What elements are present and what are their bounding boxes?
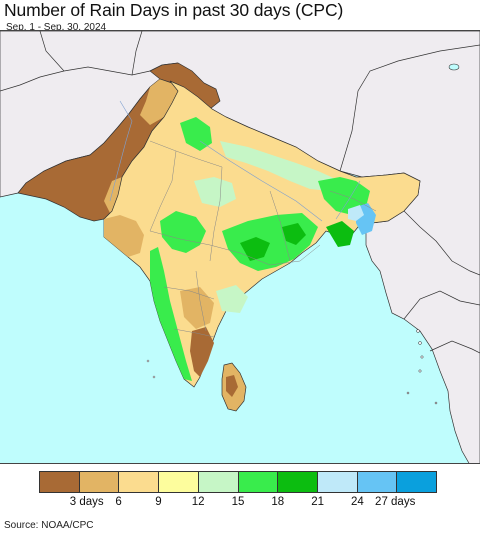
legend-label: 21 [311,496,324,508]
region-light-blue [348,205,364,221]
island [420,355,424,359]
region-green [180,117,212,151]
data-source: Source: NOAA/CPC [4,520,94,531]
region-dark-green [282,223,306,245]
rivers [109,100,361,222]
legend-label: 9 [155,496,162,508]
island [406,391,410,395]
legend-labels: 3 days 6 9 12 15 18 21 24 27 days [0,496,480,512]
region-green [160,211,206,253]
legend-swatch [317,472,358,492]
color-legend [39,471,437,493]
rain-days-map [0,30,480,464]
border-line [403,290,480,320]
border-line [403,210,480,276]
island [416,329,420,333]
legend-label: 6 [115,496,122,508]
legend-swatch [198,472,239,492]
region-south-dry [190,327,214,377]
region-light-green [194,177,236,207]
legend-swatch [40,472,80,492]
region-dark-green [240,237,270,261]
region-west-coast [150,247,192,381]
legend-label: 3 days [69,496,104,508]
border-line [339,44,480,172]
legend-swatch [159,472,199,492]
border-line [429,340,480,354]
region-light-green [216,285,248,313]
region-east-dark [326,221,354,247]
legend-swatch [278,472,318,492]
island [418,369,422,373]
lake [448,63,460,71]
island [434,401,438,405]
region-sri-lanka-brown [226,375,238,397]
legend-swatch [397,472,437,492]
border-line [39,31,65,72]
region-gujarat [104,215,144,257]
legend-label: 12 [191,496,205,508]
border-line [131,31,143,76]
legend-label: 18 [271,496,285,508]
island [146,359,150,363]
legend-swatch [119,472,160,492]
map-title: Number of Rain Days in past 30 days (CPC… [4,0,344,20]
state-borders [149,140,377,338]
legend-swatch [79,472,120,492]
island [418,341,422,345]
legend-label: 15 [231,496,245,508]
legend-label: 24 [350,496,364,508]
region-patch [140,79,178,125]
region-north-plains [220,141,340,191]
date-range: Sep. 1 - Sep. 30, 2024 [6,22,107,33]
legend-swatch [357,472,398,492]
legend-swatch [238,472,279,492]
region-south-tan [180,287,214,329]
island [152,375,156,379]
legend-label: 27 days [375,496,416,508]
